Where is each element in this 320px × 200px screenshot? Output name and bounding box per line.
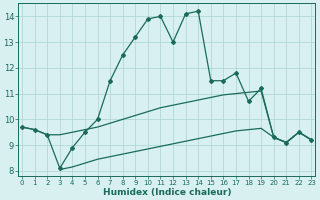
X-axis label: Humidex (Indice chaleur): Humidex (Indice chaleur) — [102, 188, 231, 197]
